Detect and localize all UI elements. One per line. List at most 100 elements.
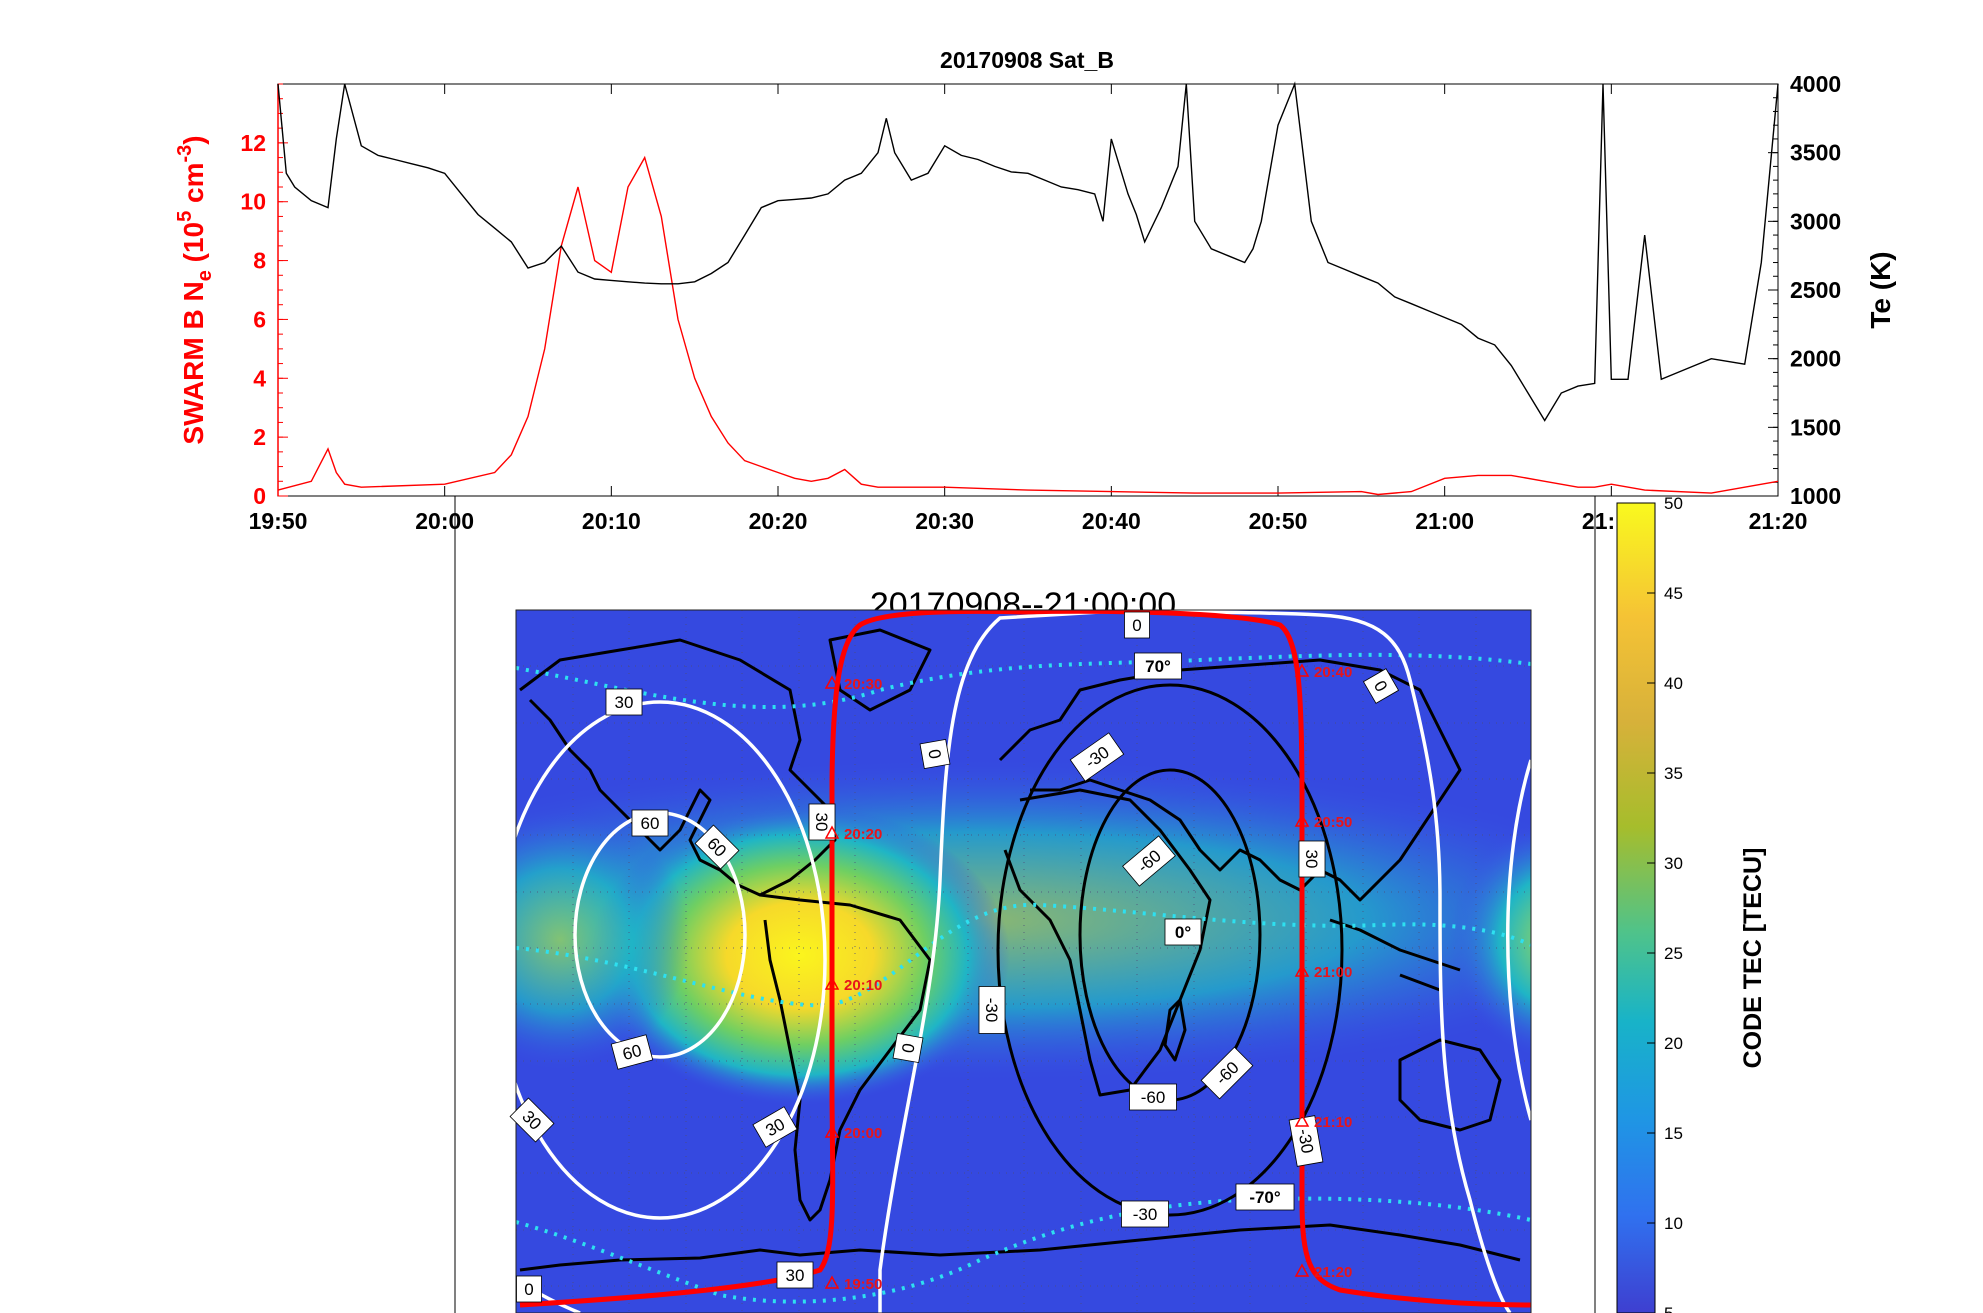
x-tick-label: 20:50	[1249, 508, 1308, 534]
contour-label-white: 60	[631, 809, 669, 837]
x-tick-label: 20:10	[582, 508, 641, 534]
track-marker	[1294, 1113, 1310, 1127]
magnetic-latitude-lines	[516, 652, 1531, 1304]
mlat-label-text: -70°	[1249, 1188, 1281, 1207]
y-right-tick-label: 3500	[1790, 140, 1841, 166]
y-tick-label: 6	[253, 306, 266, 332]
track-marker	[824, 976, 840, 990]
contour-label-white-text: 60	[621, 1041, 644, 1064]
tec-map	[516, 610, 1531, 1313]
x-tick-label: 21:20	[1749, 508, 1808, 534]
contour-label-black: -30	[1288, 1115, 1324, 1167]
y-tick-label: 0	[253, 483, 266, 509]
colorbar-ticks: 50 45 40 35 30 25 20 15 10 5	[1647, 494, 1683, 1313]
contour-label-white-box	[509, 1097, 555, 1143]
colorbar-tick-label: 40	[1664, 674, 1683, 693]
contour-30-east	[1506, 759, 1531, 1121]
contour-label-black-text: -30	[1294, 1127, 1317, 1155]
colorbar-tick-label: 15	[1664, 1124, 1683, 1143]
track-time-label: 21:00	[1314, 964, 1352, 981]
contour-label-white: 30	[605, 688, 643, 716]
contour-label-white-box	[919, 738, 951, 770]
track-time-label: 20:20	[844, 826, 882, 843]
plot-frame	[277, 83, 1779, 497]
y-tick-label: 4	[253, 365, 266, 391]
contour-label-black: 30	[1298, 840, 1326, 878]
track-time-label: 20:50	[1314, 814, 1352, 831]
contour-label-black: -30	[1069, 732, 1125, 782]
mlat-label-box	[1134, 652, 1182, 680]
contour-label-black-box	[1200, 1046, 1254, 1100]
contour-label-white-text: 30	[812, 813, 831, 832]
contour-label-white-box	[610, 1034, 654, 1070]
x-tick-label: 20:00	[415, 508, 474, 534]
contour-label-black-text: 30	[1302, 850, 1321, 869]
y-right-tick-label: 4000	[1790, 71, 1841, 97]
left-axis-unit-mid: cm	[178, 163, 209, 211]
y-tick-label: 10	[240, 189, 266, 215]
contour-label-white-text: 60	[641, 814, 660, 833]
left-y-axis: 0 2 4 6 8 10 12	[240, 83, 288, 509]
chart-title: 20170908 Sat_B	[940, 47, 1114, 73]
left-axis-unit-close: )	[178, 135, 209, 144]
contour-label-black: -60	[1122, 835, 1176, 887]
left-axis-label-main: SWARM B N	[178, 281, 209, 444]
track-marker	[1294, 963, 1310, 977]
left-axis-label-sub: e	[194, 270, 216, 281]
colorbar-tick-label: 30	[1664, 854, 1683, 873]
contour-label-black-box	[1298, 840, 1326, 878]
track-marker	[824, 675, 840, 689]
mlat-label-box	[1164, 918, 1202, 946]
track-marker	[824, 825, 840, 839]
x-tick-label: 20:40	[1082, 508, 1141, 534]
track-marker	[824, 1124, 840, 1138]
track-time-label: 20:10	[844, 977, 882, 994]
contour-label-black-box	[1069, 732, 1125, 782]
mlat-label-text: 0°	[1175, 923, 1191, 942]
x-tick-label: 21:00	[1415, 508, 1474, 534]
colorbar-tick-label: 35	[1664, 764, 1683, 783]
australia-coast	[1398, 1038, 1502, 1132]
contour-label-white-text: 0	[924, 748, 944, 761]
mlat-label: -70°	[1235, 1183, 1295, 1211]
colorbar: 50 45 40 35 30 25 20 15 10 5 CODE TEC [TECU]	[1616, 494, 1767, 1313]
contour-label-white-text: 0	[898, 1042, 918, 1055]
contour-label-white: 60	[610, 1034, 654, 1070]
north-america-coast	[519, 638, 837, 897]
track-descending	[519, 610, 1531, 1308]
contour-label-white-box	[631, 809, 669, 837]
mlat-label-text: 70°	[1145, 657, 1171, 676]
left-axis-unit-sup: 5	[174, 211, 196, 222]
colorbar-ramp	[1616, 502, 1656, 1313]
contour-label-white-box	[1124, 611, 1150, 639]
x-tick-label: 20:20	[749, 508, 808, 534]
track-time-label: 20:00	[844, 1125, 882, 1142]
contour-label-white: 30	[808, 803, 836, 841]
colorbar-tick-label: 10	[1664, 1214, 1683, 1233]
contours-white	[516, 610, 1531, 1313]
track-marker	[1294, 663, 1310, 677]
colorbar-tick-label: 5	[1664, 1304, 1673, 1313]
contour-label-white-text: 0	[524, 1280, 533, 1299]
series-layer	[277, 81, 1779, 496]
contour-label-black-box	[1122, 835, 1176, 887]
madagascar-coast	[1163, 998, 1187, 1062]
track-time-label: 19:50	[844, 1276, 882, 1293]
contour-label-white-box	[605, 688, 643, 716]
contour-label-white: 60	[694, 824, 740, 870]
x-tick-label: 19:50	[249, 508, 308, 534]
contour-label-white-text: 30	[786, 1266, 805, 1285]
colorbar-label: CODE TEC [TECU]	[1739, 848, 1767, 1069]
track-marker	[1294, 1263, 1310, 1277]
colorbar-tick-label: 20	[1664, 1034, 1683, 1053]
contour-label-white-box	[694, 824, 740, 870]
map-outer-frame	[454, 495, 1596, 1313]
contour-label-black-box	[1129, 1083, 1177, 1111]
track-time-label: 20:30	[844, 676, 882, 693]
contour-label-black: -60	[1129, 1083, 1177, 1111]
colorbar-tick-label: 25	[1664, 944, 1683, 963]
ne-density-line	[277, 155, 1779, 496]
contour-label-white: 30	[776, 1261, 814, 1289]
